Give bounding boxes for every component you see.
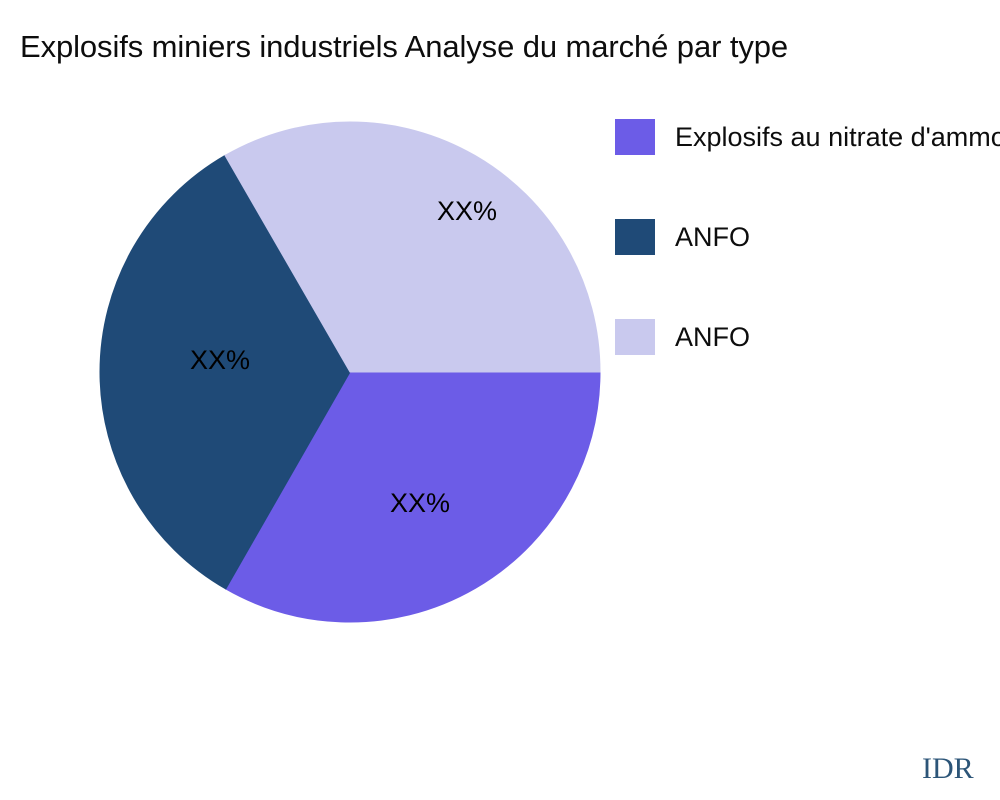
pie-slice-2[interactable] — [224, 121, 601, 373]
pie-slice-group — [99, 121, 601, 623]
legend-item-label-1: ANFO — [675, 222, 751, 252]
pie-chart-svg: XX% XX% XX% — [99, 121, 601, 623]
pie-slice-0[interactable] — [225, 371, 601, 623]
watermark-logo: IDR — [922, 752, 974, 785]
legend-item-label-0: Explosifs au nitrate d'ammonium — [675, 122, 1000, 152]
slice-data-label-0: XX% — [390, 488, 450, 518]
legend-color-swatch-1 — [615, 219, 655, 255]
chart-legend: Explosifs au nitrate d'ammonium ANFO ANF… — [615, 119, 1000, 419]
pie-label-group: XX% XX% XX% — [190, 196, 497, 518]
slice-data-label-2: XX% — [437, 196, 497, 226]
legend-item-0[interactable]: Explosifs au nitrate d'ammonium — [615, 119, 1000, 219]
pie-chart: XX% XX% XX% — [99, 121, 601, 623]
legend-color-swatch-0 — [615, 119, 655, 155]
slice-data-label-1: XX% — [190, 345, 250, 375]
legend-item-2[interactable]: ANFO — [615, 319, 1000, 419]
legend-item-1[interactable]: ANFO — [615, 219, 1000, 319]
legend-color-swatch-2 — [615, 319, 655, 355]
page-title: Explosifs miniers industriels Analyse du… — [20, 29, 789, 64]
legend-item-label-2: ANFO — [675, 322, 751, 352]
